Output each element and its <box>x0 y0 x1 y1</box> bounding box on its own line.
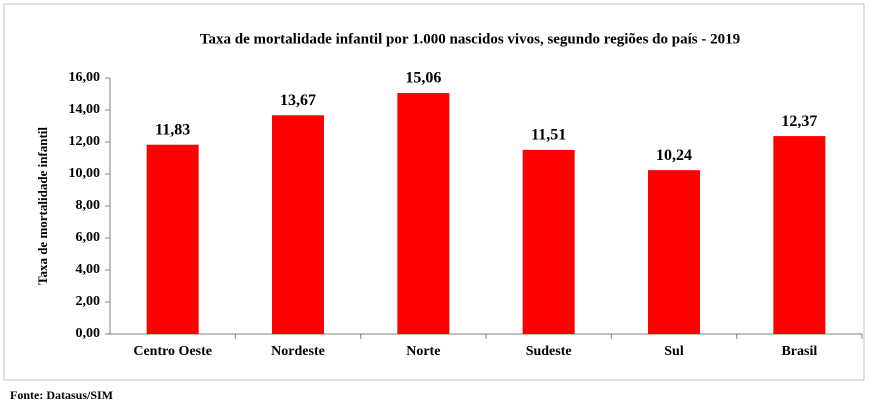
bar <box>397 93 450 334</box>
value-label: 15,06 <box>405 70 441 87</box>
y-tick-label: 0,00 <box>76 326 101 341</box>
x-tick-label: Sul <box>664 344 684 359</box>
value-label: 12,37 <box>781 113 817 130</box>
x-tick-label: Brasil <box>781 344 817 359</box>
bar <box>146 144 199 334</box>
x-tick-label: Norte <box>406 344 440 359</box>
chart-border <box>3 3 865 381</box>
bar <box>522 149 575 334</box>
x-tick-label: Sudeste <box>526 344 572 359</box>
chart-title: Taxa de mortalidade infantil por 1.000 n… <box>200 31 740 47</box>
y-tick-label: 8,00 <box>76 198 101 213</box>
value-label: 11,51 <box>531 127 566 144</box>
bar <box>648 170 700 334</box>
value-label: 13,67 <box>280 92 316 109</box>
y-tick-label: 10,00 <box>69 166 101 181</box>
y-tick-label: 16,00 <box>69 70 101 85</box>
y-tick-label: 4,00 <box>76 262 101 277</box>
y-tick-label: 12,00 <box>69 134 101 149</box>
y-tick-label: 14,00 <box>69 102 101 117</box>
y-axis-label: Taxa de mortalidade infantil <box>35 127 50 285</box>
x-tick-label: Nordeste <box>271 344 325 359</box>
source-note: Fonte: Datasus/SIM <box>10 388 113 402</box>
bar <box>272 115 324 334</box>
value-label: 11,83 <box>155 121 190 138</box>
bar <box>773 136 826 334</box>
y-tick-label: 2,00 <box>76 294 101 309</box>
x-tick-label: Centro Oeste <box>133 344 212 359</box>
value-label: 10,24 <box>656 147 692 164</box>
y-tick-label: 6,00 <box>76 230 101 245</box>
